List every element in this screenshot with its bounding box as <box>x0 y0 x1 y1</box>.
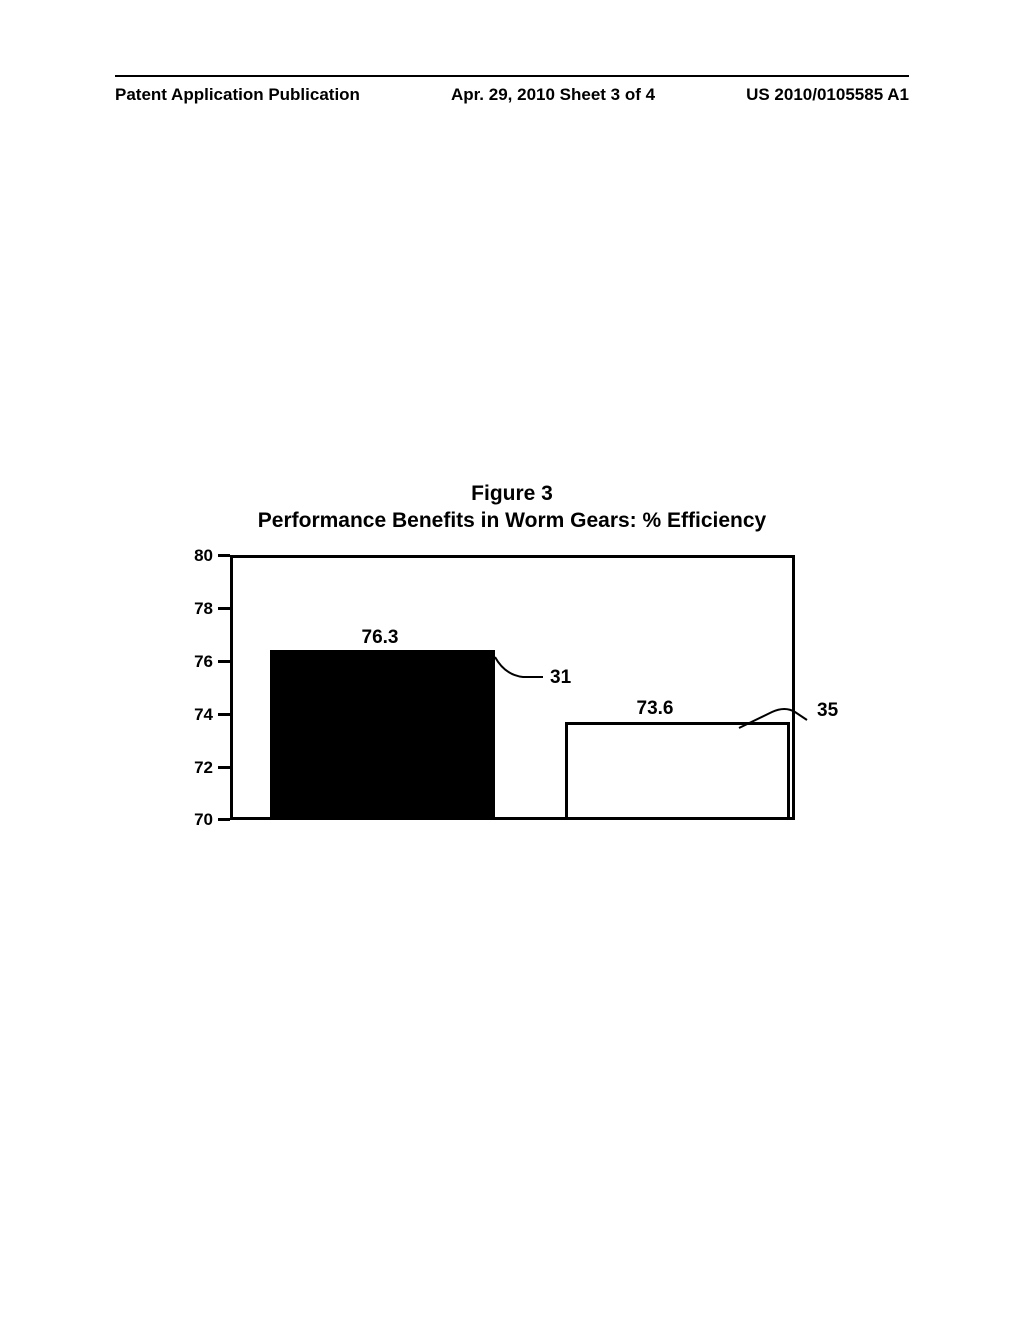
y-tick <box>218 554 230 557</box>
bar-1 <box>270 650 495 817</box>
annotation-35: 35 <box>817 700 838 722</box>
y-label: 72 <box>175 758 213 778</box>
x-axis <box>230 817 795 820</box>
page-header: Patent Application Publication Apr. 29, … <box>115 85 909 105</box>
figure-caption: Performance Benefits in Worm Gears: % Ef… <box>0 507 1024 534</box>
figure-title: Figure 3 Performance Benefits in Worm Ge… <box>0 480 1024 535</box>
bar-2-value: 73.6 <box>605 698 705 720</box>
y-label: 70 <box>175 810 213 830</box>
y-tick <box>218 607 230 610</box>
header-date-sheet: Apr. 29, 2010 Sheet 3 of 4 <box>451 85 655 105</box>
leader-line-1 <box>493 655 548 685</box>
y-label: 76 <box>175 652 213 672</box>
bar-2 <box>565 722 790 817</box>
header-docnumber: US 2010/0105585 A1 <box>746 85 909 105</box>
y-label: 78 <box>175 599 213 619</box>
leader-line-2 <box>737 702 812 732</box>
y-tick <box>218 766 230 769</box>
y-label: 80 <box>175 546 213 566</box>
annotation-31: 31 <box>550 667 571 689</box>
header-publication: Patent Application Publication <box>115 85 360 105</box>
y-tick <box>218 660 230 663</box>
y-label: 74 <box>175 705 213 725</box>
y-tick <box>218 713 230 716</box>
y-axis <box>230 555 233 820</box>
bar-chart: 80 78 76 74 72 70 76.3 73.6 31 35 <box>175 555 795 820</box>
figure-number: Figure 3 <box>0 480 1024 507</box>
header-divider <box>115 75 909 77</box>
y-tick <box>218 818 230 821</box>
bar-1-value: 76.3 <box>330 627 430 649</box>
